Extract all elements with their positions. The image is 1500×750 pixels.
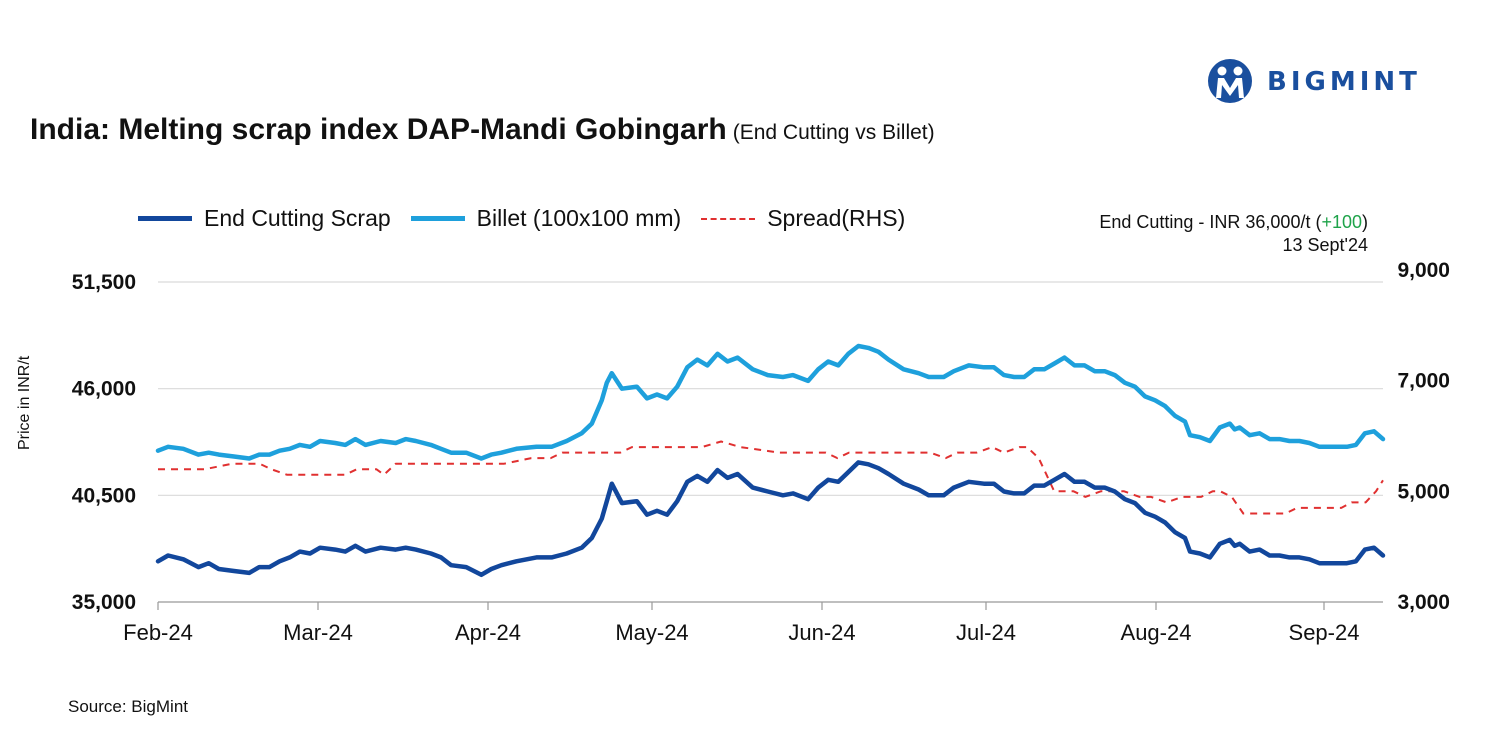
annotation-close: ) bbox=[1362, 212, 1368, 232]
chart-legend: End Cutting Scrap Billet (100x100 mm) Sp… bbox=[138, 205, 925, 232]
y2-tick-label: 3,000 bbox=[1397, 591, 1450, 614]
y-tick-label: 46,000 bbox=[72, 378, 136, 401]
legend-swatch-billet bbox=[410, 216, 465, 221]
y-tick-label: 35,000 bbox=[72, 591, 136, 614]
price-annotation: End Cutting - INR 36,000/t (+100) 13 Sep… bbox=[1099, 211, 1368, 257]
legend-swatch-spread bbox=[701, 217, 756, 220]
legend-item-scrap: End Cutting Scrap bbox=[138, 205, 391, 232]
source-note: Source: BigMint bbox=[68, 697, 188, 716]
annotation-date: 13 Sept'24 bbox=[1282, 235, 1368, 255]
chart-subtitle: (End Cutting vs Billet) bbox=[732, 121, 935, 144]
legend-label-scrap: End Cutting Scrap bbox=[204, 205, 391, 231]
legend-item-spread: Spread(RHS) bbox=[701, 205, 905, 232]
legend-label-spread: Spread(RHS) bbox=[767, 205, 906, 231]
legend-label-billet: Billet (100x100 mm) bbox=[476, 205, 682, 231]
x-tick-label: Mar-24 bbox=[283, 620, 353, 645]
logo-text: BIGMINT bbox=[1267, 67, 1421, 97]
y2-tick-label: 5,000 bbox=[1397, 480, 1450, 503]
x-tick-label: Jun-24 bbox=[788, 620, 855, 645]
x-tick-label: May-24 bbox=[615, 620, 688, 645]
series-line-billet bbox=[155, 343, 1386, 461]
x-tick-label: Feb-24 bbox=[123, 620, 193, 645]
chart-title: India: Melting scrap index DAP-Mandi Gob… bbox=[30, 113, 727, 146]
bigmint-logo: BIGMINT bbox=[1207, 58, 1447, 104]
y-tick-label: 40,500 bbox=[72, 484, 136, 507]
y-tick-label: 51,500 bbox=[72, 271, 136, 294]
x-tick-label: Jul-24 bbox=[956, 620, 1016, 645]
chart-title-block: India: Melting scrap index DAP-Mandi Gob… bbox=[30, 113, 935, 147]
x-tick-label: Apr-24 bbox=[455, 620, 521, 645]
legend-swatch-scrap bbox=[138, 216, 192, 221]
y2-tick-label: 9,000 bbox=[1397, 259, 1450, 282]
annotation-line: End Cutting - INR 36,000/t (+100) bbox=[1099, 211, 1368, 234]
logo-mark-icon bbox=[1208, 59, 1252, 103]
annotation-text: End Cutting - INR 36,000/t ( bbox=[1099, 212, 1322, 232]
y2-tick-label: 7,000 bbox=[1397, 370, 1450, 393]
series-line-spread bbox=[158, 440, 1384, 515]
x-tick-label: Aug-24 bbox=[1121, 620, 1192, 645]
annotation-change: +100 bbox=[1321, 212, 1362, 232]
legend-item-billet: Billet (100x100 mm) bbox=[410, 205, 682, 232]
x-tick-label: Sep-24 bbox=[1289, 620, 1360, 645]
series-line-end-cutting-scrap bbox=[155, 460, 1386, 578]
